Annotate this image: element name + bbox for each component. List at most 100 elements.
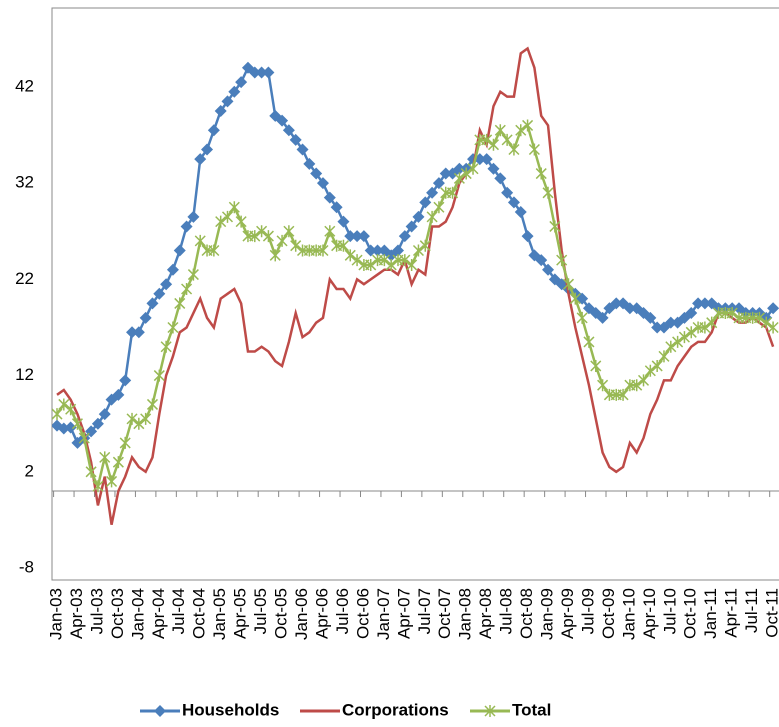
star-marker xyxy=(221,210,234,223)
x-tick-label: Apr-10 xyxy=(640,588,659,639)
diamond-marker xyxy=(392,244,404,257)
diamond-marker xyxy=(610,297,623,310)
series-line xyxy=(56,46,775,525)
star-marker xyxy=(262,230,274,243)
diamond-marker xyxy=(419,196,432,209)
x-tick-label: Jan-05 xyxy=(210,588,229,640)
star-marker xyxy=(412,244,424,257)
star-marker xyxy=(126,412,138,425)
x-tick-label: Jan-11 xyxy=(701,588,720,639)
x-tick-label: Jan-07 xyxy=(374,588,393,640)
star-marker xyxy=(187,268,199,281)
star-marker xyxy=(160,340,172,353)
x-tick-label: Apr-09 xyxy=(558,588,577,639)
star-marker xyxy=(351,254,363,267)
diamond-marker xyxy=(303,157,316,170)
star-marker xyxy=(78,432,90,445)
x-tick-label: Apr-08 xyxy=(476,588,495,639)
diamond-marker xyxy=(214,105,227,118)
star-marker xyxy=(92,480,104,493)
diamond-marker xyxy=(521,230,534,243)
y-tick-label: 12 xyxy=(15,365,34,384)
star-marker xyxy=(556,254,568,267)
diamond-marker xyxy=(364,244,377,257)
diamond-marker xyxy=(412,210,425,223)
x-tick-label: Jan-03 xyxy=(46,588,65,640)
star-marker xyxy=(453,172,465,185)
star-marker xyxy=(385,258,397,271)
diamond-marker xyxy=(132,326,145,339)
diamond-marker xyxy=(235,76,248,89)
diamond-marker xyxy=(146,297,159,310)
diamond-marker xyxy=(685,307,698,320)
star-marker xyxy=(535,167,547,180)
star-marker xyxy=(399,254,411,267)
x-tick-label: Jul-04 xyxy=(169,588,188,634)
diamond-marker xyxy=(501,186,514,199)
x-tick-label: Jul-11 xyxy=(742,588,761,633)
diamond-marker xyxy=(180,220,193,233)
diamond-marker xyxy=(494,172,507,185)
star-marker xyxy=(665,340,677,353)
star-marker xyxy=(726,307,738,320)
star-marker xyxy=(617,388,629,401)
star-marker xyxy=(637,374,650,387)
diamond-marker xyxy=(426,186,439,199)
star-marker xyxy=(228,201,240,214)
star-marker xyxy=(433,201,445,214)
diamond-marker xyxy=(166,263,179,276)
star-marker xyxy=(467,162,479,175)
x-tick-label: Apr-04 xyxy=(149,588,168,639)
diamond-marker xyxy=(337,215,350,228)
plot-area xyxy=(52,46,779,525)
x-tick-label: Apr-06 xyxy=(312,588,331,639)
diamond-marker xyxy=(698,297,711,310)
star-marker xyxy=(194,234,206,247)
x-tick-label: Apr-07 xyxy=(394,588,413,639)
star-marker xyxy=(290,239,302,252)
star-marker xyxy=(515,124,527,137)
star-marker xyxy=(153,369,165,382)
series-line xyxy=(55,123,774,490)
diamond-marker xyxy=(201,143,214,156)
diamond-marker xyxy=(119,374,132,387)
star-marker xyxy=(365,258,377,271)
diamond-marker xyxy=(398,230,411,243)
diamond-marker xyxy=(316,177,329,190)
diamond-marker xyxy=(194,153,207,166)
diamond-marker xyxy=(651,321,664,334)
star-marker xyxy=(133,417,145,430)
star-marker xyxy=(140,412,152,425)
x-tick-label: Oct-11 xyxy=(763,588,779,638)
star-marker xyxy=(174,297,186,310)
diamond-marker xyxy=(439,167,452,180)
diamond-marker xyxy=(207,124,220,137)
x-tick-label: Oct-10 xyxy=(681,588,700,639)
x-tick-label: Oct-05 xyxy=(272,588,291,639)
star-marker xyxy=(685,326,697,339)
star-marker xyxy=(58,398,70,411)
diamond-marker xyxy=(542,263,555,276)
x-tick-label: Oct-04 xyxy=(190,588,209,639)
legend-label: Households xyxy=(182,700,279,719)
star-marker xyxy=(678,331,690,344)
x-tick-label: Oct-06 xyxy=(353,588,372,639)
diamond-marker xyxy=(767,302,779,315)
star-marker xyxy=(249,230,261,243)
star-marker xyxy=(344,249,356,262)
diamond-marker xyxy=(91,417,104,430)
star-marker xyxy=(181,283,193,295)
x-tick-label: Jul-08 xyxy=(497,588,516,634)
star-marker xyxy=(522,119,534,132)
diamond-marker xyxy=(432,177,445,190)
diamond-marker xyxy=(644,311,657,324)
diamond-marker xyxy=(262,66,275,79)
x-tick-label: Oct-08 xyxy=(517,588,536,639)
diamond-marker xyxy=(187,210,200,223)
star-marker xyxy=(71,417,83,430)
star-marker xyxy=(426,210,438,223)
star-marker xyxy=(65,403,77,416)
star-marker xyxy=(317,244,329,257)
star-marker xyxy=(528,143,540,156)
star-marker xyxy=(644,364,656,377)
